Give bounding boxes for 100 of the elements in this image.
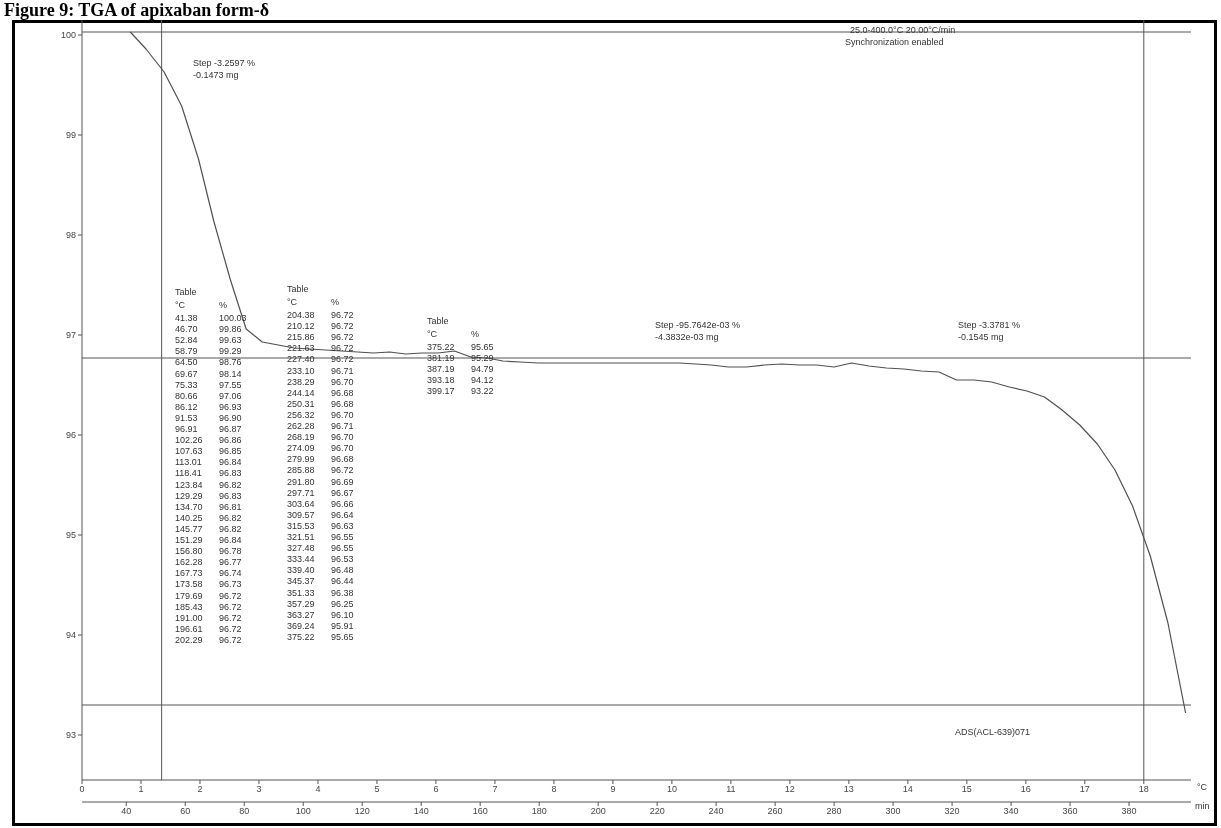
annotation: 185.43 xyxy=(175,601,203,613)
annotation: 387.19 xyxy=(427,364,455,376)
annotation: 96.82 xyxy=(219,512,242,524)
annotation: 129.29 xyxy=(175,490,203,502)
annotation: 156.80 xyxy=(175,546,203,558)
x2-tick-label: 13 xyxy=(843,784,854,795)
annotation: 140.25 xyxy=(175,512,203,524)
annotation: 96.25 xyxy=(331,598,354,610)
annotation: 96.68 xyxy=(331,398,354,410)
annotation: Table xyxy=(427,316,449,327)
x-tick-label: 180 xyxy=(531,806,547,817)
annotation: 96.90 xyxy=(219,412,242,424)
x2-tick-label: 12 xyxy=(784,784,795,795)
x-tick-label: 360 xyxy=(1062,806,1078,817)
y-tick-label: 96 xyxy=(65,430,76,441)
x-tick-label: 80 xyxy=(239,806,250,817)
annotation: Table xyxy=(175,287,197,298)
x-tick-label: 160 xyxy=(472,806,488,817)
x-tick-label: 200 xyxy=(590,806,606,817)
x2-axis-title: min xyxy=(1195,801,1210,812)
annotation: 399.17 xyxy=(427,386,455,398)
x2-tick-label: 6 xyxy=(433,784,439,795)
annotation: 173.58 xyxy=(175,579,203,591)
annotation: 345.37 xyxy=(287,576,315,588)
annotation: 96.72 xyxy=(331,310,354,321)
annotation: °C xyxy=(175,300,186,311)
annotation: °C xyxy=(287,297,298,308)
annotation: 96.69 xyxy=(331,476,354,488)
annotation: 96.67 xyxy=(331,487,354,499)
annotation: 96.70 xyxy=(331,443,354,455)
annotation: 96.48 xyxy=(331,565,354,577)
annotation: 25.0-400.0°C 20.00°C/min xyxy=(850,24,956,36)
x2-tick-label: 9 xyxy=(610,784,616,795)
x-axis-title: °C xyxy=(1197,782,1208,793)
y-tick-label: 98 xyxy=(65,230,76,241)
x-tick-label: 260 xyxy=(767,806,783,817)
annotation: 96.70 xyxy=(331,409,354,421)
y-tick-label: 93 xyxy=(65,730,76,741)
annotation: 97.55 xyxy=(219,379,242,391)
annotation: 303.64 xyxy=(287,498,315,510)
x2-tick-label: 7 xyxy=(492,784,498,795)
y-tick-label: 99 xyxy=(65,130,76,141)
annotation: 96.87 xyxy=(219,424,242,435)
annotation: % xyxy=(471,329,480,340)
annotation: 96.72 xyxy=(331,465,354,477)
annotation: % xyxy=(331,297,340,308)
annotation: Step -95.7642e-03 % -4.3832e-03 mg xyxy=(655,319,741,343)
x2-tick-label: 11 xyxy=(726,784,736,795)
annotation: 41.38 xyxy=(175,313,198,324)
annotation: 96.82 xyxy=(219,523,242,535)
annotation: 58.79 xyxy=(175,346,198,358)
annotation: 94.79 xyxy=(471,364,494,376)
x2-tick-label: 8 xyxy=(551,784,557,795)
x-tick-label: 340 xyxy=(1003,806,1019,817)
annotation: 113.01 xyxy=(175,457,202,469)
annotation: 96.91 xyxy=(175,424,198,435)
annotation: 96.85 xyxy=(219,446,242,458)
annotation: 210.12 xyxy=(287,321,315,333)
annotation: 96.44 xyxy=(331,576,354,588)
annotation: 123.84 xyxy=(175,479,203,491)
annotation: 96.72 xyxy=(219,634,242,646)
annotation: 96.72 xyxy=(219,623,242,635)
annotation: 381.19 xyxy=(427,353,455,365)
annotation: 96.84 xyxy=(219,535,242,546)
annotation: 98.14 xyxy=(219,368,242,380)
annotation: 285.88 xyxy=(287,465,315,477)
annotation: 96.93 xyxy=(219,401,242,413)
annotation: 93.22 xyxy=(471,386,494,398)
x2-tick-label: 14 xyxy=(902,784,913,795)
annotation: 291.80 xyxy=(287,476,315,488)
annotation: Synchronization enabled xyxy=(845,36,944,48)
annotation: 96.84 xyxy=(219,457,242,469)
x-tick-label: 280 xyxy=(826,806,842,817)
annotation: 64.50 xyxy=(175,357,198,369)
annotation: 191.00 xyxy=(175,612,203,624)
annotation: 96.66 xyxy=(331,498,354,510)
annotation: 96.53 xyxy=(331,554,354,566)
x2-tick-label: 17 xyxy=(1079,784,1090,795)
annotation: 107.63 xyxy=(175,446,203,458)
annotation: % xyxy=(219,300,228,311)
x2-tick-label: 10 xyxy=(666,784,677,795)
annotation: 80.66 xyxy=(175,390,198,402)
annotation: 96.70 xyxy=(331,432,354,444)
annotation: 94.12 xyxy=(471,375,494,387)
annotation: 96.86 xyxy=(219,435,242,447)
annotation: 98.76 xyxy=(219,357,242,369)
annotation: 375.22 xyxy=(427,342,455,353)
x-tick-label: 220 xyxy=(649,806,665,817)
annotation: 96.38 xyxy=(331,587,354,599)
annotation: 145.77 xyxy=(175,523,203,535)
annotation: 204.38 xyxy=(287,310,315,321)
x2-tick-label: 4 xyxy=(315,784,321,795)
annotation: 363.27 xyxy=(287,609,315,621)
annotation: 75.33 xyxy=(175,379,198,391)
annotation: 99.86 xyxy=(219,324,242,336)
annotation: 227.40 xyxy=(287,354,315,366)
annotation: 256.32 xyxy=(287,409,315,421)
chart-title: Figure 9: TGA of apixaban form-δ xyxy=(4,0,270,20)
annotation: 351.33 xyxy=(287,587,315,599)
annotation: 202.29 xyxy=(175,634,203,646)
